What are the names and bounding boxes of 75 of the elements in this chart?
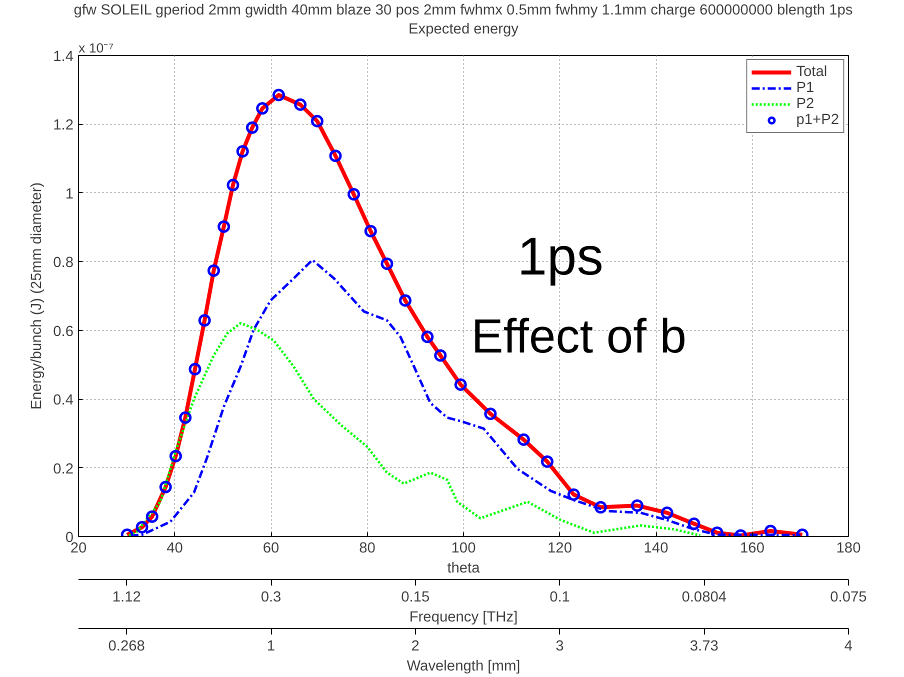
point (218, 220, 230, 233)
point (198, 314, 211, 327)
point (484, 408, 497, 420)
text: 4 (844, 638, 853, 654)
chart-title: gfw SOLEIL gperiod 2mm gwidth 40mm blaze 30 pos 2mm fwhmx 0.5mm fwhmy 1.1mm charge 600000000 blength 1ps (74, 2, 853, 18)
chart-subtitle: Expected energy (408, 22, 520, 38)
point (188, 362, 202, 376)
x-tick-label: 40 (166, 540, 183, 556)
annotation: Effect of b (471, 310, 686, 364)
point (329, 150, 342, 162)
point (272, 88, 285, 102)
point (136, 520, 148, 534)
x-tick-label: 60 (262, 540, 280, 556)
point (207, 264, 220, 277)
point (169, 450, 182, 462)
x-tick-label: 100 (451, 540, 476, 556)
legend-label: P2 (796, 96, 816, 112)
x-tick-label: 140 (644, 540, 668, 556)
text: Frequency [THz] (409, 610, 518, 626)
text: 0.15 (401, 590, 430, 606)
text: 0.1 (550, 590, 570, 606)
point (256, 102, 269, 115)
point (630, 499, 644, 512)
y-tick-label: 0.8 (53, 255, 74, 272)
point (454, 378, 467, 391)
point (294, 98, 307, 111)
y-tick-label: 1 (65, 186, 74, 202)
y-tick-label: 0.2 (53, 461, 74, 478)
point (540, 455, 554, 468)
point (594, 501, 607, 514)
x-tick-label: 80 (359, 540, 376, 556)
point (236, 145, 249, 158)
text: 1.12 (112, 590, 141, 606)
point (660, 506, 674, 520)
text: 0.075 (830, 590, 867, 606)
x-axis-title: theta (447, 560, 481, 576)
point (710, 526, 724, 536)
point (246, 121, 258, 134)
point (764, 524, 777, 536)
x-tick-label: 120 (548, 540, 572, 556)
legend-label: Total (796, 64, 828, 80)
annotation: 1ps (517, 227, 604, 286)
text: 0.3 (260, 590, 282, 606)
text: 1 (266, 638, 276, 654)
text: Wavelength [mm] (406, 658, 520, 674)
text: 0.0804 (682, 590, 727, 606)
y-tick-label: 0.6 (53, 324, 74, 340)
x-tick-label: 20 (70, 540, 87, 556)
legend-label: p1+P2 (796, 112, 839, 128)
point (310, 114, 324, 128)
point (380, 257, 394, 270)
point (348, 188, 360, 201)
legend-label: P1 (796, 80, 816, 96)
x-tick-label: 160 (740, 540, 764, 556)
annotation: x 10⁻⁷ (78, 40, 114, 56)
point (226, 178, 240, 192)
point (567, 488, 580, 501)
y-axis-title: Energy/bunch (J) (25mm diameter) (29, 182, 46, 410)
text: 0.268 (108, 638, 145, 654)
point (517, 433, 530, 446)
point (159, 480, 172, 494)
point (688, 518, 700, 530)
y-tick-label: 1.4 (53, 49, 74, 65)
y-tick-label: 1.2 (53, 118, 74, 134)
text: 3 (556, 638, 564, 654)
x-tick-label: 180 (836, 540, 861, 556)
point (421, 330, 434, 344)
point (179, 411, 192, 424)
point (364, 224, 377, 238)
point (434, 349, 447, 362)
y-tick-label: 0.4 (53, 392, 74, 409)
text: 2 (411, 638, 420, 654)
text: 3.73 (690, 638, 718, 654)
point (146, 510, 158, 523)
point (399, 294, 412, 307)
